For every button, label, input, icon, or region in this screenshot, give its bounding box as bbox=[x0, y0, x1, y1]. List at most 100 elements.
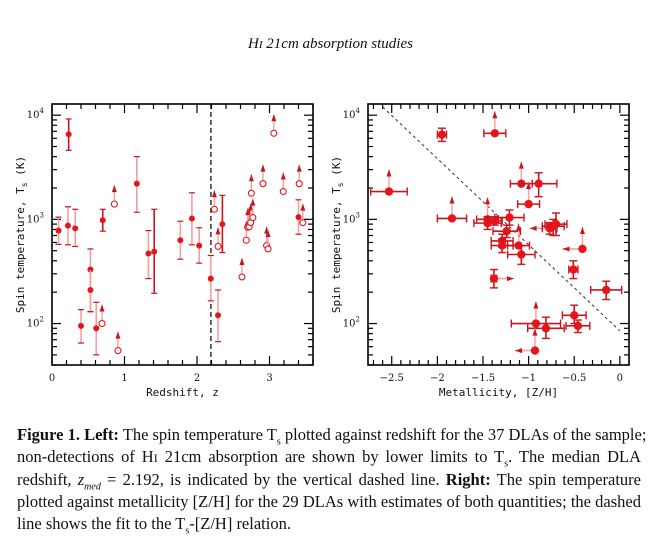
caption-right-label: Right: bbox=[445, 470, 491, 489]
caption-text: -[Z/H] relation. bbox=[189, 514, 291, 533]
arrow-head bbox=[532, 328, 538, 336]
arrow-head bbox=[485, 197, 491, 205]
data-point bbox=[87, 286, 94, 293]
arrow-head bbox=[265, 229, 271, 237]
open-circle-marker bbox=[264, 245, 272, 253]
lower-limit-point bbox=[210, 190, 218, 213]
caption-text: redshift, bbox=[17, 470, 78, 489]
arrow-head bbox=[516, 223, 522, 231]
data-point bbox=[570, 311, 579, 320]
page-header: HI 21cm absorption studies bbox=[0, 36, 661, 53]
metallicity-point bbox=[370, 169, 408, 196]
data-point bbox=[517, 250, 526, 259]
open-circle-marker bbox=[110, 200, 118, 208]
caption-line-4: plotted against metallicity [Z/H] for th… bbox=[17, 491, 641, 513]
y-tick-label: 104 bbox=[343, 107, 361, 121]
metallicity-point bbox=[561, 304, 587, 325]
data-point bbox=[578, 244, 587, 254]
x-tick-label: −1 bbox=[521, 373, 536, 384]
data-point bbox=[569, 265, 578, 274]
caption-subscript: s bbox=[276, 436, 281, 448]
lower-limit-point bbox=[247, 174, 255, 197]
data-point bbox=[133, 180, 140, 187]
data-point bbox=[447, 214, 457, 223]
arrow-head bbox=[449, 196, 455, 204]
detection-point bbox=[55, 216, 62, 245]
open-circle-marker bbox=[98, 319, 106, 328]
open-circle-marker bbox=[295, 180, 303, 188]
data-point bbox=[384, 187, 394, 196]
arrow-head bbox=[386, 169, 392, 177]
lower-limit-point bbox=[214, 227, 222, 250]
metallicity-point bbox=[544, 212, 568, 237]
x-axis-label: Metallicity, [Z/H] bbox=[439, 386, 558, 399]
caption-text: line shows the fit to the T bbox=[17, 514, 186, 533]
arrow-head bbox=[260, 164, 266, 172]
lower-limit-point bbox=[264, 229, 272, 253]
lower-limit-point bbox=[259, 164, 267, 188]
data-point bbox=[573, 321, 583, 331]
caption-text: The spin temperature bbox=[490, 470, 641, 489]
open-circle-marker bbox=[214, 242, 222, 250]
open-circle-marker bbox=[247, 189, 255, 197]
caption-text: The spin temperature T bbox=[122, 425, 277, 444]
open-circle-marker bbox=[299, 219, 307, 227]
data-point bbox=[93, 325, 100, 332]
caption-figure-label: Figure 1. bbox=[17, 425, 80, 444]
metallicity-point bbox=[436, 127, 448, 143]
metallicity-point bbox=[489, 268, 514, 289]
caption-subscript: s bbox=[185, 525, 190, 537]
data-point bbox=[196, 242, 203, 249]
caption-math: z bbox=[77, 470, 85, 489]
caption-line-1: Figure 1. Left: The spin temperature Ts … bbox=[17, 424, 646, 448]
data-point bbox=[295, 214, 302, 221]
data-point bbox=[601, 285, 611, 295]
detection-point bbox=[151, 208, 158, 294]
data-point bbox=[215, 312, 222, 319]
data-point bbox=[505, 213, 514, 222]
lower-limit-point bbox=[249, 198, 257, 222]
x-axis-label: Redshift, z bbox=[146, 386, 219, 399]
detection-point bbox=[215, 289, 222, 343]
metallicity-point bbox=[492, 224, 522, 239]
open-circle-marker bbox=[279, 187, 287, 196]
detection-point bbox=[87, 268, 94, 313]
metallicity-point bbox=[490, 238, 514, 254]
data-point bbox=[188, 215, 195, 222]
arrow-head bbox=[296, 164, 302, 172]
detection-point bbox=[72, 208, 79, 248]
metallicity-point bbox=[436, 196, 468, 223]
data-point bbox=[78, 322, 84, 329]
data-point bbox=[437, 130, 447, 139]
lower-limit-point bbox=[110, 185, 118, 208]
detection-point bbox=[78, 309, 84, 344]
metallicity-chart: −2.5 −2 −1.5 −1 −0.5 0 102 103 104 Metallicity, [… bbox=[330, 103, 630, 399]
arrow-head bbox=[215, 227, 221, 235]
lower-limit-point bbox=[238, 257, 246, 281]
y-axis-label: Spin temperature, Ts (K) bbox=[330, 156, 345, 313]
lower-limit-point bbox=[295, 164, 303, 188]
metallicity-point bbox=[483, 111, 507, 138]
x-tick-label: −2.5 bbox=[380, 373, 404, 384]
arrow-head bbox=[248, 203, 254, 211]
open-circle-marker bbox=[238, 273, 246, 281]
x-tick-label: 0 bbox=[617, 373, 623, 384]
lower-limit-point bbox=[279, 172, 287, 196]
data-point bbox=[65, 131, 72, 138]
arrow-head bbox=[250, 198, 256, 206]
arrow-head bbox=[515, 348, 523, 354]
open-circle-marker bbox=[259, 180, 267, 188]
arrow-head bbox=[99, 304, 105, 312]
metallicity-point bbox=[562, 226, 587, 254]
data-point bbox=[177, 237, 184, 244]
figure-caption: Figure 1. Left: The spin temperature Ts … bbox=[17, 424, 646, 537]
open-circle-marker bbox=[114, 347, 122, 355]
y-tick-label: 102 bbox=[343, 316, 360, 330]
arrow-head bbox=[533, 301, 539, 309]
data-point bbox=[531, 319, 541, 328]
x-tick-label: −1.5 bbox=[471, 373, 495, 384]
lower-limit-point bbox=[114, 331, 122, 355]
lower-limit-point bbox=[270, 114, 278, 137]
detection-point bbox=[196, 227, 203, 264]
